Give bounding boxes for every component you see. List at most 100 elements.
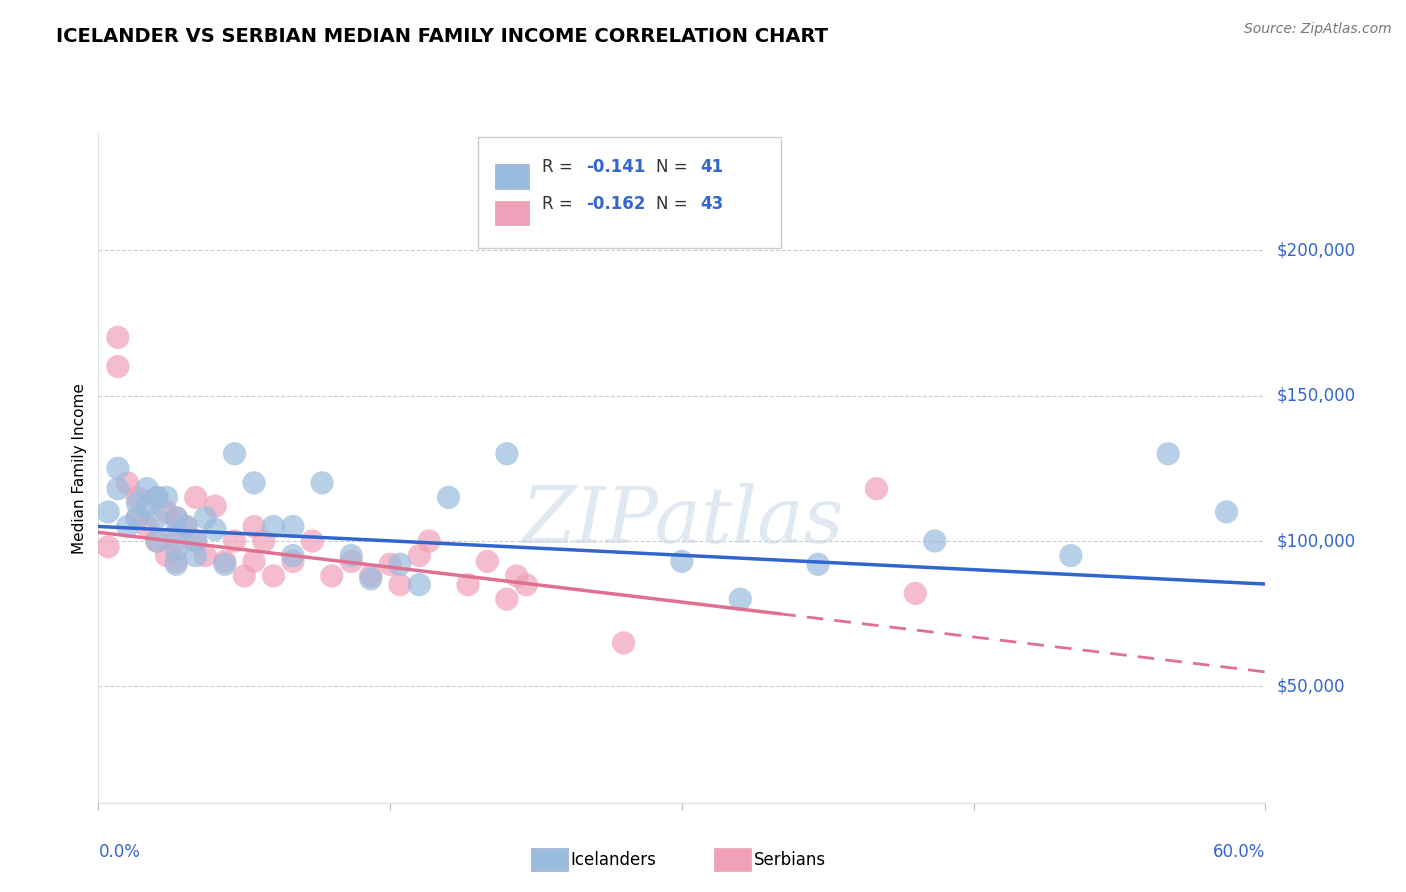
Point	[214, 554, 236, 568]
Point	[165, 534, 187, 549]
Point	[807, 558, 830, 572]
Point	[408, 549, 430, 563]
Point	[174, 519, 197, 533]
Point	[107, 359, 129, 374]
Point	[437, 491, 460, 505]
Point	[165, 542, 187, 557]
Point	[340, 554, 363, 568]
Text: R =: R =	[541, 158, 578, 177]
Point	[107, 482, 129, 496]
Point	[107, 330, 129, 344]
Point	[224, 534, 246, 549]
Point	[127, 491, 149, 505]
Point	[97, 540, 120, 554]
Point	[505, 569, 527, 583]
Point	[136, 499, 159, 513]
Point	[924, 534, 946, 549]
Text: $200,000: $200,000	[1277, 241, 1357, 260]
Point	[184, 549, 207, 563]
Point	[311, 475, 333, 490]
Point	[1060, 549, 1083, 563]
FancyBboxPatch shape	[478, 137, 782, 248]
FancyBboxPatch shape	[495, 164, 529, 189]
Point	[155, 505, 177, 519]
Point	[127, 510, 149, 524]
Point	[281, 554, 304, 568]
Point	[146, 534, 169, 549]
Point	[360, 569, 382, 583]
Text: $100,000: $100,000	[1277, 532, 1357, 550]
Point	[612, 636, 634, 650]
Text: -0.141: -0.141	[586, 158, 645, 177]
Point	[204, 499, 226, 513]
Point	[495, 447, 517, 461]
Point	[165, 510, 187, 524]
Point	[146, 534, 169, 549]
Point	[136, 519, 159, 533]
Point	[174, 519, 197, 533]
Point	[495, 592, 517, 607]
Point	[408, 577, 430, 591]
Point	[184, 534, 207, 549]
Point	[97, 505, 120, 519]
Point	[301, 534, 323, 549]
Point	[671, 554, 693, 568]
Text: ICELANDER VS SERBIAN MEDIAN FAMILY INCOME CORRELATION CHART: ICELANDER VS SERBIAN MEDIAN FAMILY INCOM…	[56, 27, 828, 45]
FancyBboxPatch shape	[495, 201, 529, 226]
Point	[360, 572, 382, 586]
Point	[321, 569, 343, 583]
Text: Source: ZipAtlas.com: Source: ZipAtlas.com	[1244, 22, 1392, 37]
Point	[340, 549, 363, 563]
Point	[165, 510, 187, 524]
Point	[146, 491, 169, 505]
Point	[262, 569, 284, 583]
Point	[127, 496, 149, 510]
Point	[457, 577, 479, 591]
Point	[904, 586, 927, 600]
Text: ZIPatlas: ZIPatlas	[520, 483, 844, 560]
Point	[1157, 447, 1180, 461]
Text: 43: 43	[700, 195, 724, 213]
Point	[378, 558, 402, 572]
Text: -0.162: -0.162	[586, 195, 645, 213]
Point	[146, 491, 169, 505]
Point	[1215, 505, 1237, 519]
Point	[165, 525, 187, 540]
Text: N =: N =	[657, 195, 693, 213]
Y-axis label: Median Family Income: Median Family Income	[72, 383, 87, 554]
Point	[281, 549, 304, 563]
Point	[136, 482, 159, 496]
Point	[418, 534, 440, 549]
Point	[262, 519, 284, 533]
Text: $150,000: $150,000	[1277, 386, 1357, 405]
Point	[224, 447, 246, 461]
Point	[730, 592, 752, 607]
Point	[117, 519, 139, 533]
Point	[155, 491, 177, 505]
Point	[194, 549, 217, 563]
Point	[281, 519, 304, 533]
Point	[243, 519, 266, 533]
Text: $50,000: $50,000	[1277, 677, 1346, 696]
Point	[127, 510, 149, 524]
Point	[388, 577, 411, 591]
Point	[165, 558, 187, 572]
Text: 60.0%: 60.0%	[1213, 843, 1265, 861]
Point	[194, 510, 217, 524]
Text: 0.0%: 0.0%	[98, 843, 141, 861]
Point	[155, 549, 177, 563]
Point	[117, 475, 139, 490]
Point	[184, 534, 207, 549]
Point	[204, 522, 226, 536]
Point	[477, 554, 499, 568]
Point	[865, 482, 887, 496]
Point	[184, 491, 207, 505]
Point	[165, 554, 187, 568]
Point	[515, 577, 537, 591]
Point	[243, 475, 266, 490]
Point	[388, 558, 411, 572]
Point	[233, 569, 256, 583]
Point	[107, 461, 129, 475]
Point	[253, 534, 276, 549]
Point	[243, 554, 266, 568]
